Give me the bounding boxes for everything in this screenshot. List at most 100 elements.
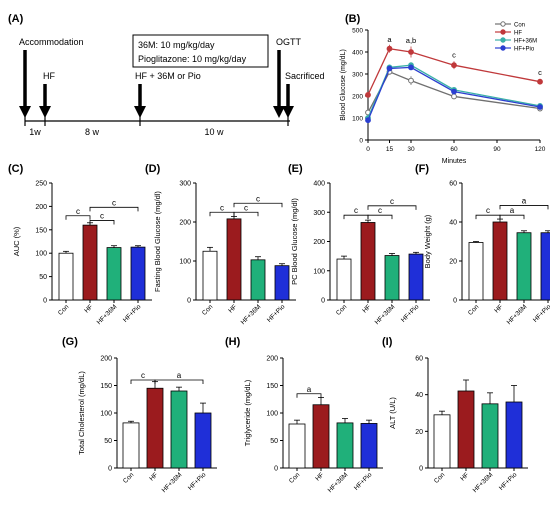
bar-hf [492, 221, 508, 301]
bracket-letter: a [177, 371, 182, 380]
bracket-line [499, 205, 549, 210]
x-tick-label-con: Con [201, 303, 215, 317]
legend-marker-hf-36m [500, 37, 506, 43]
bar-hf-pio [194, 412, 212, 469]
x-tick-label-hf: HF [83, 303, 94, 314]
x-tick-label-hf-pio: HF+Pio [122, 303, 143, 324]
y-axis-label: Body Weight (g) [423, 214, 432, 268]
y-axis-label: PC Blood Glucose (mg/dl) [290, 198, 299, 285]
x-tick-label-con: Con [57, 303, 71, 317]
duration-10w: 10 w [204, 127, 224, 137]
panel-label-i: (I) [382, 336, 393, 348]
panel-label-c: (C) [8, 163, 24, 175]
bracket-letter: c [100, 211, 104, 220]
legend-label-hf-pio: HF+Pio [514, 46, 535, 52]
pc-glucose-bar-chart: (E) 0 100 200 300 400 PC Blood Glucose (mg/dl)… [288, 163, 430, 326]
significance-bracket: c [367, 197, 417, 210]
y-tick-label: 100 [313, 268, 325, 275]
y-axis-label: Triglyceride (mg/dL) [243, 379, 252, 446]
bracket-line [89, 206, 139, 212]
bracket-line [367, 205, 417, 210]
y-tick-label: 20 [449, 259, 457, 266]
y-tick-label: 40 [449, 220, 457, 227]
bar-con [288, 423, 306, 469]
y-tick-label: 0 [321, 298, 325, 305]
y-tick-label: 300 [352, 72, 363, 79]
x-tick-label-hf: HF [361, 303, 372, 314]
y-tick-label: 150 [266, 383, 278, 390]
bracket-line [154, 379, 204, 384]
bracket-letter: c [76, 207, 80, 216]
auc-bar-chart: (C) 0 50 100 150 200 250 AUC (%) Con HF HF+36M HF+P… [8, 163, 152, 326]
x-axis-label: Minutes [442, 158, 467, 165]
x-tick-label: 15 [386, 146, 394, 153]
x-tick-label-hf-36m: HF+36M [240, 303, 263, 326]
duration-8w: 8 w [85, 127, 100, 137]
panel-label-e: (E) [288, 163, 303, 175]
bar-con [58, 252, 74, 301]
bar-hf [146, 387, 164, 469]
x-tick-label-hf: HF [459, 471, 470, 482]
bar-con [468, 242, 484, 301]
x-tick-label-hf-pio: HF+Pio [187, 471, 208, 492]
legend-marker-hf [500, 29, 506, 35]
point-hf [408, 49, 414, 55]
y-tick-label: 60 [449, 181, 457, 188]
significance-bracket: c [89, 198, 139, 212]
bracket-line [367, 214, 393, 220]
y-tick-label: 20 [415, 429, 423, 436]
x-tick-label-hf: HF [227, 303, 238, 314]
bar-hf-pio [505, 401, 523, 469]
panel-label-f: (F) [415, 163, 429, 175]
y-tick-label: 60 [415, 356, 423, 363]
bracket-letter: a [522, 196, 527, 205]
significance-bracket: a [154, 371, 204, 384]
x-tick-label-hf: HF [493, 303, 504, 314]
point-hf [537, 78, 543, 85]
x-tick-label-hf: HF [314, 471, 325, 482]
y-tick-label: 0 [359, 138, 363, 145]
y-tick-label: 300 [313, 210, 325, 217]
significance-bracket: c [233, 194, 283, 208]
y-tick-label: 150 [100, 383, 112, 390]
y-tick-label: 250 [35, 181, 47, 188]
significance-bracket: c [367, 206, 393, 220]
point-hf-pio [408, 64, 414, 71]
point-con [408, 77, 414, 84]
y-tick-label: 200 [35, 204, 47, 211]
panel-label-g: (G) [62, 336, 78, 348]
y-tick-label: 100 [266, 411, 278, 418]
y-tick-label: 500 [352, 28, 363, 35]
y-axis-label: ALT (U/L) [388, 397, 397, 429]
bracket-letter: c [244, 203, 248, 212]
y-tick-label: 400 [313, 181, 325, 188]
arrow-accommodation [19, 50, 31, 118]
significance-bracket: a [499, 206, 525, 220]
x-tick-label-hf: HF [148, 471, 159, 482]
y-tick-label: 200 [179, 220, 191, 227]
x-tick-label-con: Con [433, 471, 447, 485]
point-hf [386, 45, 393, 52]
significance-bracket: c [233, 203, 259, 217]
bracket-line [475, 214, 501, 220]
bar-hf-pio [360, 423, 378, 469]
legend-marker-con [500, 21, 506, 27]
significance-bracket: a [499, 196, 549, 210]
legend: Con HF HF+36M HF+Pio [495, 21, 537, 52]
x-tick-label: 60 [450, 146, 458, 153]
point-hf-pio [386, 65, 393, 72]
significance-bracket: c [475, 206, 501, 220]
y-tick-label: 50 [104, 438, 112, 445]
x-tick-label-hf-pio: HF+Pio [400, 303, 421, 324]
y-tick-label: 0 [108, 466, 112, 473]
arrow-hf [39, 84, 51, 118]
y-tick-label: 200 [352, 94, 363, 101]
x-tick-label-hf-36m: HF+36M [472, 471, 495, 494]
bar-hf-36m [170, 390, 188, 469]
dose-box [132, 34, 269, 68]
body-weight-bar-chart: (F) 0 20 40 60 Body Weight (g) Con HF HF+36M HF+P… [415, 163, 550, 326]
bracket-letter: c [256, 194, 260, 203]
x-tick-label-hf-pio: HF+Pio [353, 471, 374, 492]
arrow-sacrificed [282, 84, 294, 118]
bracket-letter: c [354, 206, 358, 215]
